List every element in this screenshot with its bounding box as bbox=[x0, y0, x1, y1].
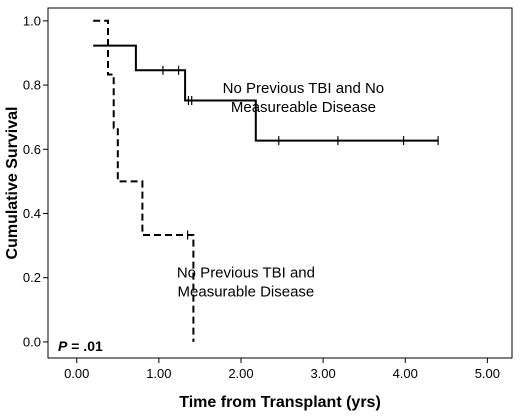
annotation-line: Measurable Disease bbox=[178, 284, 315, 301]
y-tick-label: 0.8 bbox=[23, 78, 41, 93]
x-tick-label: 5.00 bbox=[475, 366, 500, 381]
annotations: No Previous TBI and No Measureable Diseas… bbox=[177, 80, 384, 301]
x-axis: 0.00 1.00 2.00 3.00 4.00 5.00 bbox=[64, 358, 500, 381]
y-tick-label: 0.0 bbox=[23, 334, 41, 349]
annotation-line: No Previous TBI and bbox=[177, 265, 315, 282]
x-tick-label: 4.00 bbox=[393, 366, 418, 381]
y-tick-label: 0.6 bbox=[23, 142, 41, 157]
annotation-line: No Previous TBI and No bbox=[223, 80, 384, 97]
y-tick-label: 0.2 bbox=[23, 270, 41, 285]
y-axis: 0.0 0.2 0.4 0.6 0.8 1.0 bbox=[23, 13, 48, 349]
plot-frame bbox=[47, 7, 513, 359]
plot-area bbox=[93, 19, 439, 342]
x-axis-title: Time from Transplant (yrs) bbox=[179, 394, 381, 411]
x-tick-label: 1.00 bbox=[146, 366, 171, 381]
y-axis-title: Cumulative Survival bbox=[4, 107, 21, 260]
annotation-line: Measureable Disease bbox=[231, 99, 376, 116]
y-tick-label: 0.4 bbox=[23, 206, 41, 221]
survival-curve-dashed bbox=[93, 19, 195, 342]
p-value-label: P = .01 bbox=[58, 338, 103, 354]
p-value-letter: P bbox=[58, 338, 68, 354]
survival-curve-solid bbox=[93, 44, 439, 142]
x-tick-label: 2.00 bbox=[228, 366, 253, 381]
p-value-text: = .01 bbox=[67, 338, 103, 354]
x-tick-label: 0.00 bbox=[64, 366, 89, 381]
y-tick-label: 1.0 bbox=[23, 13, 41, 28]
x-tick-label: 3.00 bbox=[310, 366, 335, 381]
